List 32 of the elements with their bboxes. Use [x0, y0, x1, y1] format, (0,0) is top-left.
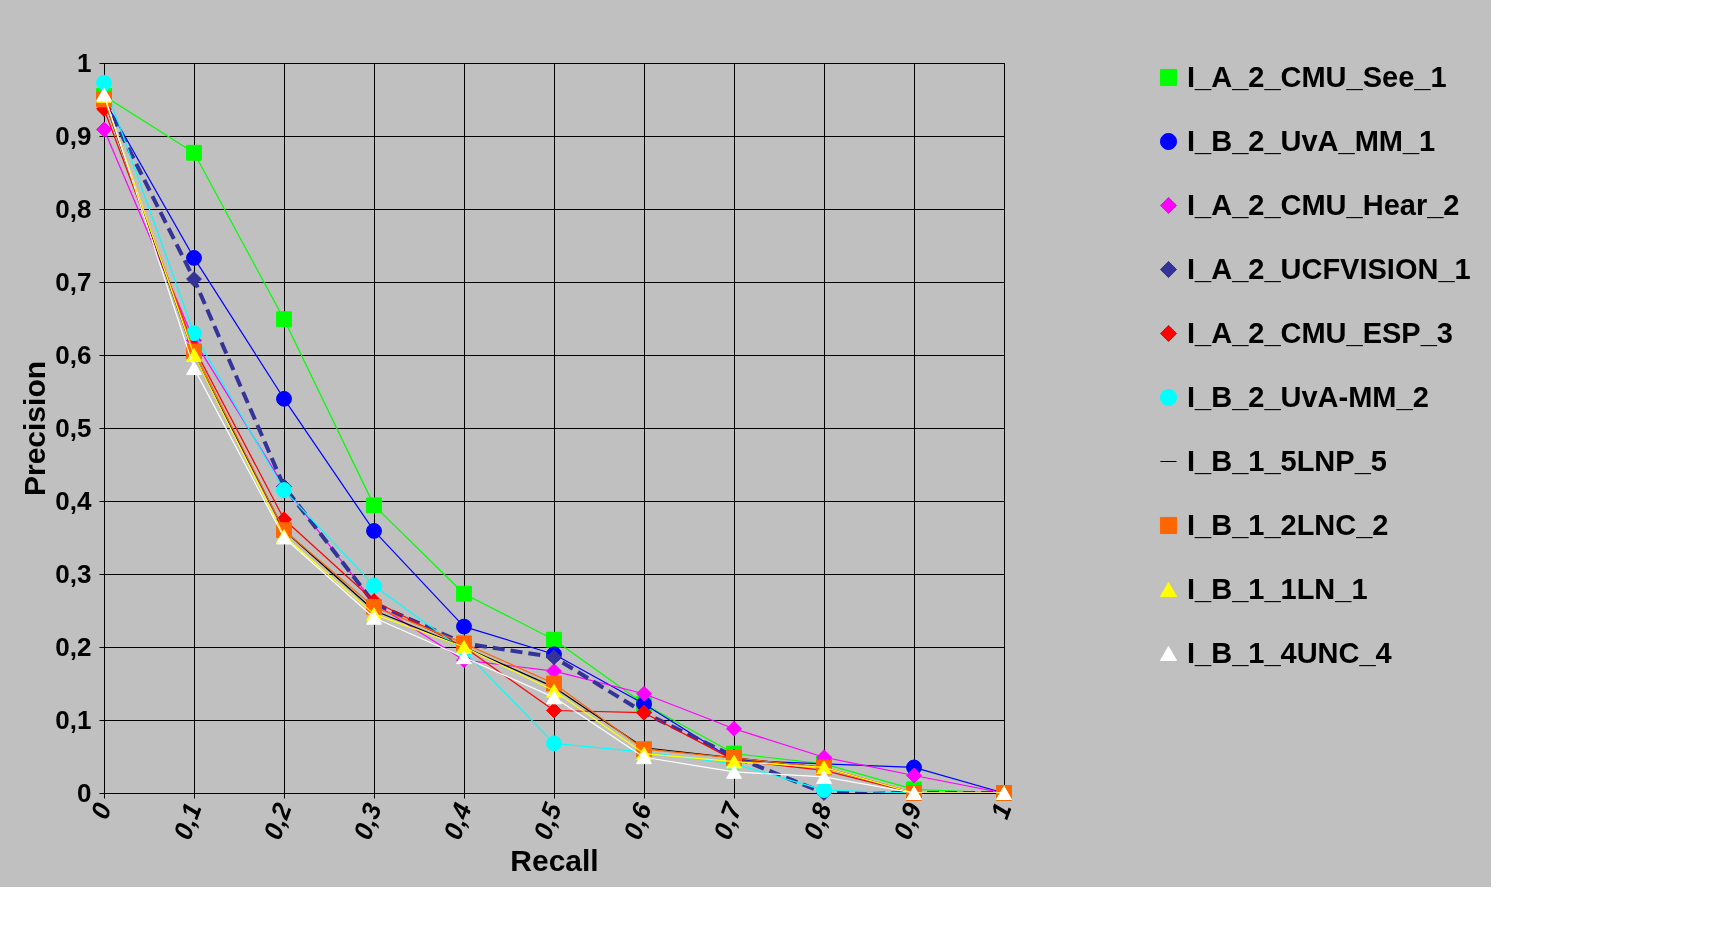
legend-label: I_B_1_2LNC_2 — [1187, 508, 1389, 541]
y-tick-label: 0,7 — [55, 266, 92, 297]
x-tick-label: 0,6 — [617, 798, 658, 844]
y-axis-title: Precision — [18, 360, 52, 497]
legend-label: I_A_2_CMU_See_1 — [1187, 60, 1447, 93]
legend-label: I_A_2_CMU_Hear_2 — [1187, 188, 1460, 221]
legend-label: I_B_1_1LN_1 — [1187, 572, 1368, 605]
legend-label: I_B_2_UvA_MM_1 — [1187, 124, 1436, 157]
x-tick-label: 0,4 — [437, 798, 478, 844]
x-tick-label: 0,3 — [347, 798, 388, 844]
y-tick-label: 0,3 — [55, 558, 92, 589]
legend-label: I_B_2_UvA-MM_2 — [1187, 380, 1429, 413]
x-tick-label: 0,8 — [797, 798, 838, 844]
y-tick-label: 0,8 — [55, 193, 92, 224]
legend-label: I_B_1_4UNC_4 — [1187, 636, 1392, 669]
legend-label: I_A_2_CMU_ESP_3 — [1187, 316, 1453, 349]
x-tick-label: 0,1 — [167, 799, 208, 844]
x-tick-label: 1 — [984, 799, 1018, 823]
x-tick-label: 0,2 — [257, 798, 298, 844]
legend-label: I_B_1_5LNP_5 — [1187, 444, 1387, 477]
legend-label: I_A_2_UCFVISION_1 — [1187, 252, 1471, 285]
x-tick-label: 0,7 — [707, 797, 749, 844]
x-tick-label: 0,5 — [527, 798, 568, 844]
y-tick-label: 0,5 — [55, 412, 92, 443]
y-tick-label: 0,9 — [55, 120, 92, 151]
y-tick-label: 0,6 — [55, 339, 92, 370]
x-tick-label: 0,9 — [887, 798, 928, 844]
y-tick-label: 0,4 — [55, 485, 93, 516]
y-tick-label: 0,1 — [55, 704, 92, 735]
x-axis-title: Recall — [510, 843, 599, 877]
y-tick-label: 0,2 — [55, 631, 92, 662]
y-tick-label: 1 — [77, 47, 92, 78]
